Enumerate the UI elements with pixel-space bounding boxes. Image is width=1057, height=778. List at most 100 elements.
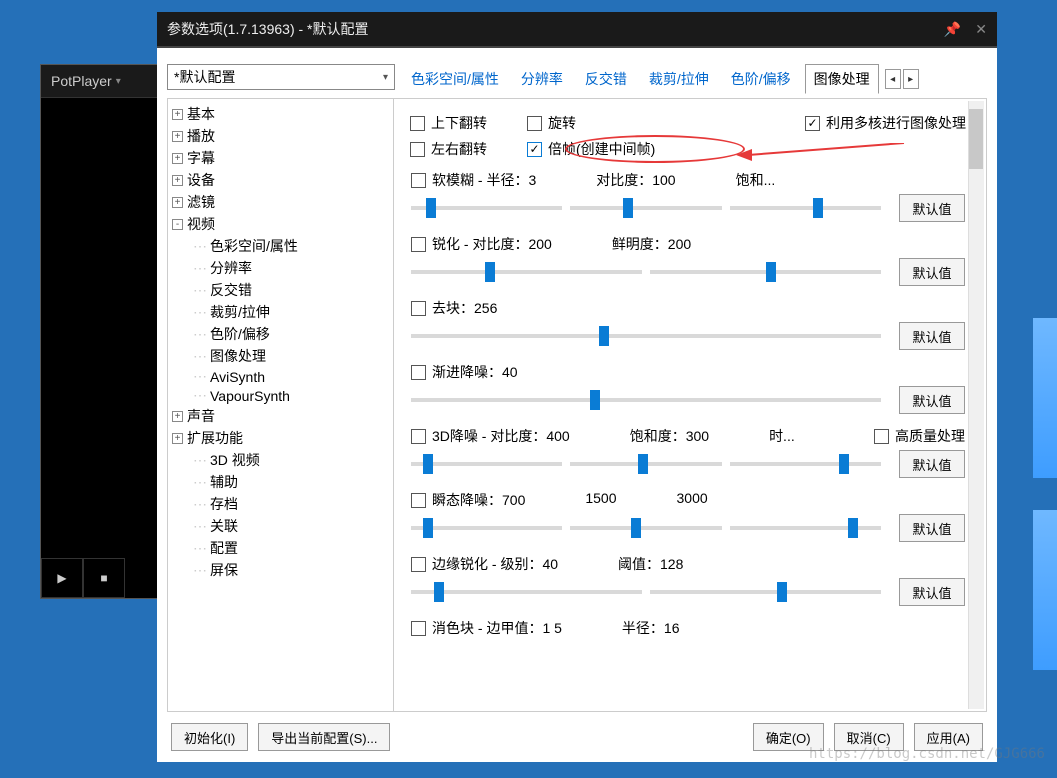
default-button[interactable]: 默认值	[899, 194, 965, 222]
checkbox-软模糊 - 半径：3[interactable]: 软模糊 - 半径：3	[411, 170, 536, 190]
tree-item[interactable]: +播放	[168, 125, 393, 147]
tree-item[interactable]: ⋯色彩空间/属性	[168, 235, 393, 257]
slider[interactable]	[411, 325, 881, 347]
slider[interactable]	[570, 453, 721, 475]
checkbox-倍帧(创建中间帧)[interactable]: 倍帧(创建中间帧)	[527, 139, 655, 159]
potplayer-titlebar[interactable]: PotPlayer ▾	[41, 65, 157, 98]
tree-item[interactable]: ⋯存档	[168, 493, 393, 515]
export-button[interactable]: 导出当前配置(S)...	[258, 723, 390, 751]
tree-item[interactable]: ⋯配置	[168, 537, 393, 559]
tree-item[interactable]: ⋯AviSynth	[168, 367, 393, 386]
tree-expand-icon[interactable]: -	[172, 219, 183, 230]
default-button[interactable]: 默认值	[899, 578, 965, 606]
tab-scroll-right[interactable]: ▸	[903, 69, 919, 89]
dialog-titlebar[interactable]: 参数选项(1.7.13963) - *默认配置 📌 ✕	[157, 12, 997, 46]
default-button[interactable]: 默认值	[899, 514, 965, 542]
tree-item[interactable]: -视频	[168, 213, 393, 235]
slider-thumb[interactable]	[777, 582, 787, 602]
slider[interactable]	[650, 581, 881, 603]
chevron-down-icon[interactable]: ▾	[116, 76, 121, 87]
slider[interactable]	[570, 517, 721, 539]
tree-item[interactable]: ⋯关联	[168, 515, 393, 537]
slider[interactable]	[411, 517, 562, 539]
tree-expand-icon[interactable]: +	[172, 109, 183, 120]
tree-item[interactable]: ⋯色阶/偏移	[168, 323, 393, 345]
tab-4[interactable]: 色阶/偏移	[723, 65, 799, 93]
checkbox-消色块 - 边甲值：1 5[interactable]: 消色块 - 边甲值：1 5	[411, 618, 562, 638]
tab-5[interactable]: 图像处理	[805, 64, 879, 94]
slider-thumb[interactable]	[623, 198, 633, 218]
slider[interactable]	[411, 453, 562, 475]
default-button[interactable]: 默认值	[899, 322, 965, 350]
tab-3[interactable]: 裁剪/拉伸	[641, 65, 717, 93]
pin-icon[interactable]: 📌	[944, 21, 961, 38]
tab-2[interactable]: 反交错	[577, 65, 635, 93]
profile-select[interactable]: *默认配置 ▾	[167, 64, 395, 90]
default-button[interactable]: 默认值	[899, 258, 965, 286]
tree-item[interactable]: +声音	[168, 405, 393, 427]
slider[interactable]	[570, 197, 721, 219]
tab-0[interactable]: 色彩空间/属性	[403, 65, 507, 93]
tree-item[interactable]: +设备	[168, 169, 393, 191]
tree-item[interactable]: +字幕	[168, 147, 393, 169]
checkbox-边缘锐化 - 级别：40[interactable]: 边缘锐化 - 级别：40	[411, 554, 558, 574]
tree-item[interactable]: ⋯屏保	[168, 559, 393, 581]
tree-item[interactable]: +扩展功能	[168, 427, 393, 449]
tree-item[interactable]: +滤镜	[168, 191, 393, 213]
tree-item[interactable]: ⋯分辨率	[168, 257, 393, 279]
tab-1[interactable]: 分辨率	[513, 65, 571, 93]
default-button[interactable]: 默认值	[899, 450, 965, 478]
slider-thumb[interactable]	[848, 518, 858, 538]
tree-item[interactable]: ⋯裁剪/拉伸	[168, 301, 393, 323]
slider[interactable]	[411, 581, 642, 603]
tree-item[interactable]: ⋯VapourSynth	[168, 386, 393, 405]
slider[interactable]	[730, 453, 881, 475]
checkbox-锐化 - 对比度：200[interactable]: 锐化 - 对比度：200	[411, 234, 552, 254]
slider-thumb[interactable]	[485, 262, 495, 282]
close-icon[interactable]: ✕	[975, 21, 987, 38]
tree-expand-icon[interactable]: +	[172, 411, 183, 422]
checkbox-左右翻转[interactable]: 左右翻转	[410, 139, 487, 159]
tree-item[interactable]: ⋯反交错	[168, 279, 393, 301]
checkbox-瞬态降噪：700[interactable]: 瞬态降噪：700	[411, 490, 525, 510]
slider-thumb[interactable]	[423, 518, 433, 538]
slider[interactable]	[411, 389, 881, 411]
tree-expand-icon[interactable]: +	[172, 131, 183, 142]
checkbox-高质量处理[interactable]: 高质量处理	[874, 426, 965, 446]
slider[interactable]	[411, 197, 562, 219]
tree-item[interactable]: +基本	[168, 103, 393, 125]
default-button[interactable]: 默认值	[899, 386, 965, 414]
tree-panel[interactable]: +基本+播放+字幕+设备+滤镜-视频⋯色彩空间/属性⋯分辨率⋯反交错⋯裁剪/拉伸…	[168, 99, 394, 711]
checkbox-3D降噪 - 对比度：400[interactable]: 3D降噪 - 对比度：400	[411, 426, 570, 446]
slider-thumb[interactable]	[599, 326, 609, 346]
slider-thumb[interactable]	[426, 198, 436, 218]
checkbox-渐进降噪：40[interactable]: 渐进降噪：40	[411, 362, 518, 382]
tree-expand-icon[interactable]: +	[172, 197, 183, 208]
slider-thumb[interactable]	[423, 454, 433, 474]
checkbox-上下翻转[interactable]: 上下翻转	[410, 113, 487, 133]
play-button[interactable]: ▶	[41, 558, 83, 598]
tree-expand-icon[interactable]: +	[172, 175, 183, 186]
slider-thumb[interactable]	[590, 390, 600, 410]
tree-item[interactable]: ⋯辅助	[168, 471, 393, 493]
slider[interactable]	[730, 517, 881, 539]
init-button[interactable]: 初始化(I)	[171, 723, 248, 751]
slider-thumb[interactable]	[638, 454, 648, 474]
slider[interactable]	[650, 261, 881, 283]
tab-scroll-left[interactable]: ◂	[885, 69, 901, 89]
checkbox-去块：256[interactable]: 去块：256	[411, 298, 497, 318]
tree-item[interactable]: ⋯图像处理	[168, 345, 393, 367]
checkbox-旋转[interactable]: 旋转	[527, 113, 576, 133]
slider-thumb[interactable]	[813, 198, 823, 218]
slider-thumb[interactable]	[434, 582, 444, 602]
slider-thumb[interactable]	[631, 518, 641, 538]
tree-expand-icon[interactable]: +	[172, 153, 183, 164]
slider-thumb[interactable]	[766, 262, 776, 282]
stop-button[interactable]: ■	[83, 558, 125, 598]
slider[interactable]	[730, 197, 881, 219]
tree-expand-icon[interactable]: +	[172, 433, 183, 444]
checkbox-利用多核进行图像处理[interactable]: 利用多核进行图像处理	[805, 113, 966, 133]
scrollbar[interactable]	[968, 101, 984, 709]
slider[interactable]	[411, 261, 642, 283]
tree-item[interactable]: ⋯3D 视频	[168, 449, 393, 471]
